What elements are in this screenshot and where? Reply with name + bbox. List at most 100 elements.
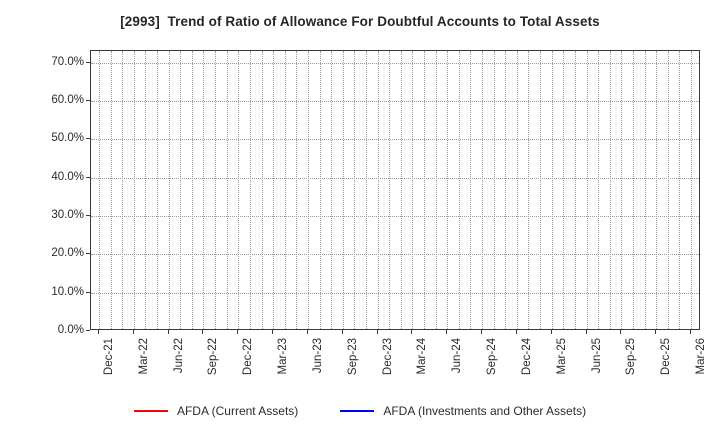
x-axis-tick-label: Mar-25	[555, 338, 568, 375]
gridline-vertical	[331, 51, 333, 329]
gridline-vertical	[621, 51, 623, 329]
x-axis-tick-mark	[202, 330, 204, 334]
legend-entry[interactable]: AFDA (Investments and Other Assets)	[340, 404, 586, 418]
x-axis-tick-mark	[132, 330, 134, 334]
gridline-horizontal	[91, 292, 699, 294]
gridline-vertical	[644, 51, 646, 329]
x-axis-tick-mark	[515, 330, 517, 334]
legend-label: AFDA (Current Assets)	[176, 404, 299, 418]
x-axis-tick-label: Dec-24	[520, 338, 533, 376]
x-axis-tick-mark	[481, 330, 483, 334]
x-axis-tick-label: Dec-25	[660, 338, 673, 376]
gridline-vertical	[319, 51, 321, 329]
gridline-vertical	[191, 51, 193, 329]
gridline-vertical	[110, 51, 112, 329]
x-axis-tick-label: Dec-21	[103, 338, 115, 376]
gridline-vertical	[447, 51, 449, 329]
chart-legend: AFDA (Current Assets) AFDA (Investments a…	[0, 404, 720, 418]
y-axis-tick-mark	[86, 176, 90, 178]
gridline-vertical	[226, 51, 228, 329]
gridline-vertical	[470, 51, 472, 329]
legend-label: AFDA (Investments and Other Assets)	[383, 404, 587, 418]
legend-line-swatch	[340, 410, 375, 412]
legend-line-swatch	[133, 410, 168, 412]
x-axis-tick-label: Dec-23	[381, 338, 394, 376]
gridline-vertical	[203, 51, 205, 329]
gridline-vertical	[505, 51, 507, 329]
gridline-vertical	[609, 51, 611, 329]
gridline-vertical	[424, 51, 426, 329]
gridline-vertical	[389, 51, 391, 329]
gridline-vertical	[122, 51, 124, 329]
gridline-vertical	[296, 51, 298, 329]
x-axis-tick-label: Sep-23	[346, 338, 359, 376]
y-axis-tick-label: 60.0%	[51, 93, 84, 106]
y-axis-tick-mark	[86, 291, 90, 293]
x-axis-tick-label: Sep-22	[207, 338, 220, 376]
x-axis-tick-label: Mar-23	[277, 338, 290, 375]
x-axis-tick-label: Jun-23	[311, 338, 324, 374]
y-axis-tick-mark	[86, 214, 90, 216]
x-axis-tick-label: Jun-22	[172, 338, 185, 374]
gridline-vertical	[168, 51, 170, 329]
gridline-vertical	[342, 51, 344, 329]
gridline-horizontal	[91, 215, 699, 217]
gridline-vertical	[667, 51, 669, 329]
gridline-vertical	[412, 51, 414, 329]
x-axis-tick-mark	[376, 330, 378, 334]
gridline-vertical	[679, 51, 681, 329]
gridline-vertical	[249, 51, 251, 329]
x-axis-tick-label: Mar-22	[137, 338, 150, 375]
x-axis-tick-mark	[237, 330, 239, 334]
gridline-vertical	[691, 51, 692, 329]
gridline-vertical	[435, 51, 437, 329]
x-axis-tick-label: Mar-24	[416, 338, 429, 375]
x-axis-tick-mark	[446, 330, 448, 334]
y-axis-tick-label: 50.0%	[51, 132, 84, 145]
gridline-vertical	[551, 51, 553, 329]
y-axis-tick-label: 10.0%	[51, 285, 84, 298]
gridline-horizontal	[91, 254, 699, 256]
x-axis-tick-label: Sep-25	[625, 338, 638, 376]
gridline-vertical	[540, 51, 542, 329]
x-axis-tick-label: Mar-26	[695, 338, 707, 375]
y-axis-tick-label: 40.0%	[51, 170, 84, 183]
y-axis-tick-mark	[86, 138, 90, 140]
gridline-vertical	[284, 51, 286, 329]
x-axis-tick-mark	[690, 330, 691, 334]
y-axis-tick-mark	[86, 99, 90, 101]
gridline-vertical	[400, 51, 402, 329]
y-axis-tick-label: 70.0%	[51, 55, 84, 68]
gridline-vertical	[598, 51, 600, 329]
y-axis-tick-label: 30.0%	[51, 208, 84, 221]
gridline-vertical	[133, 51, 135, 329]
gridline-horizontal	[91, 139, 699, 141]
y-axis-tick-mark	[86, 61, 90, 63]
gridline-horizontal	[91, 62, 699, 64]
gridline-vertical	[632, 51, 634, 329]
x-axis-tick-mark	[98, 330, 99, 334]
x-axis-tick-mark	[306, 330, 308, 334]
gridline-vertical	[157, 51, 159, 329]
gridline-vertical	[215, 51, 217, 329]
x-axis-tick-label: Jun-25	[590, 338, 603, 374]
y-axis-tick-mark	[86, 330, 90, 331]
gridline-vertical	[493, 51, 495, 329]
x-axis-tick-label: Dec-22	[242, 338, 255, 376]
legend-entry[interactable]: AFDA (Current Assets)	[133, 404, 299, 418]
y-axis-tick-label: 0.0%	[57, 324, 84, 336]
gridline-vertical	[273, 51, 275, 329]
x-axis-tick-mark	[272, 330, 274, 334]
gridline-vertical	[238, 51, 240, 329]
gridline-vertical	[574, 51, 576, 329]
x-axis-tick-mark	[411, 330, 413, 334]
gridline-vertical	[482, 51, 484, 329]
gridline-vertical	[586, 51, 588, 329]
gridline-vertical	[365, 51, 367, 329]
gridline-vertical	[458, 51, 460, 329]
gridline-horizontal	[91, 177, 699, 179]
y-axis-tick-mark	[86, 253, 90, 255]
gridline-vertical	[656, 51, 658, 329]
y-axis-tick-label: 20.0%	[51, 247, 84, 260]
gridline-vertical	[563, 51, 565, 329]
